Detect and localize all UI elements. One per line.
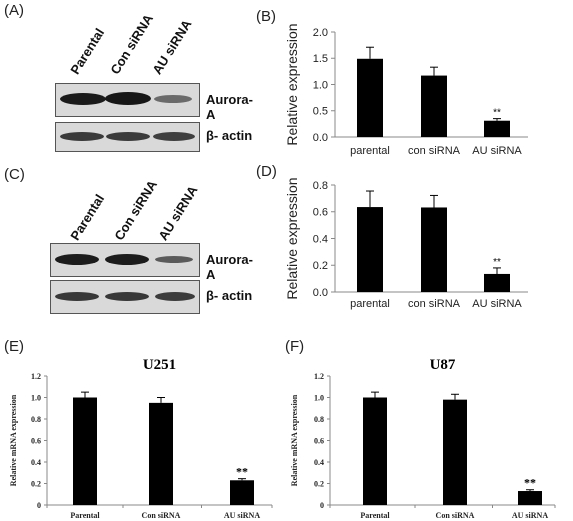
chart-d-ytick-label: 0.4 bbox=[313, 233, 328, 245]
panel-label-a: (A) bbox=[4, 2, 24, 19]
chart-b-significance-label: ** bbox=[493, 108, 501, 119]
chart-d-bar bbox=[421, 207, 447, 292]
chart-e-ytick-label: 1.0 bbox=[31, 393, 41, 402]
panel-label-c: (C) bbox=[4, 166, 25, 183]
blot-c-aurora-band-au bbox=[155, 256, 193, 263]
chart-e-bar bbox=[230, 480, 254, 505]
chart-f-ylabel: Relative mRNA expression bbox=[290, 394, 299, 486]
blot-a-actin-band-con bbox=[106, 132, 150, 141]
chart-f-ytick-label: 0.6 bbox=[314, 436, 324, 445]
blot-a-actin-band-au bbox=[153, 132, 195, 141]
chart-f-ytick-label: 0.4 bbox=[314, 458, 324, 467]
chart-f-ytick-label: 1.2 bbox=[314, 372, 324, 381]
panel-label-f: (F) bbox=[285, 338, 305, 355]
western-blot-a: Parental Con siRNA AU siRNA Aurora-A β- … bbox=[0, 0, 260, 160]
chart-d-category-label: parental bbox=[350, 298, 390, 310]
chart-e-category-label: AU siRNA bbox=[224, 511, 260, 520]
chart-e-bar bbox=[73, 397, 97, 505]
chart-f-significance-label: ** bbox=[524, 476, 536, 490]
chart-f-bar bbox=[518, 491, 542, 505]
chart-b-ylabel: Relative expression bbox=[284, 23, 300, 145]
blot-a-aurora-strip bbox=[55, 83, 200, 117]
chart-f-category-label: Parental bbox=[360, 511, 390, 520]
blot-c-aurora-band-con bbox=[105, 254, 149, 265]
blot-c-actin-strip bbox=[50, 280, 200, 314]
blot-a-actin-band-parental bbox=[60, 132, 104, 141]
chart-f-bar bbox=[363, 397, 387, 505]
blot-c-actin-band-parental bbox=[55, 292, 99, 301]
chart-b-ytick-label: 2.0 bbox=[313, 27, 328, 39]
chart-e-ytick-label: 0.2 bbox=[31, 479, 41, 488]
chart-b-category-label: parental bbox=[350, 145, 390, 157]
chart-f-title: U87 bbox=[430, 357, 456, 373]
chart-b-ytick-label: 0.0 bbox=[313, 132, 328, 144]
chart-e-ytick-label: 0.6 bbox=[31, 436, 41, 445]
chart-e-ytick-label: 0.4 bbox=[31, 458, 41, 467]
chart-f-category-label: AU siRNA bbox=[512, 511, 548, 520]
blot-c-aurora-label: Aurora-A bbox=[206, 252, 253, 282]
chart-f-category-label: Con siRNA bbox=[436, 511, 475, 520]
panel-label-e: (E) bbox=[4, 338, 24, 355]
chart-f-ytick-label: 0 bbox=[320, 501, 324, 510]
chart-e-category-label: Con siRNA bbox=[142, 511, 181, 520]
blot-a-actin-label: β- actin bbox=[206, 128, 253, 143]
chart-f-ytick-label: 1.0 bbox=[314, 393, 324, 402]
panel-label-b: (B) bbox=[256, 8, 276, 25]
chart-e-title: U251 bbox=[143, 357, 176, 373]
chart-b-bar bbox=[357, 58, 383, 137]
blot-a-aurora-band-con bbox=[105, 92, 151, 105]
blot-c-actin-band-au bbox=[155, 292, 195, 301]
chart-b-ytick-label: 1.5 bbox=[313, 53, 328, 65]
chart-d-category-label: con siRNA bbox=[408, 298, 461, 310]
blot-c-actin-band-con bbox=[105, 292, 149, 301]
chart-e-bar bbox=[149, 402, 173, 505]
chart-d-bar bbox=[357, 207, 383, 292]
blot-c-actin-label: β- actin bbox=[206, 288, 253, 303]
chart-d-significance-label: ** bbox=[493, 257, 501, 268]
chart-e-significance-label: ** bbox=[236, 465, 248, 479]
chart-f-bar bbox=[443, 399, 467, 505]
blot-c-aurora-band-parental bbox=[55, 254, 99, 265]
chart-d-ytick-label: 0.0 bbox=[313, 287, 328, 299]
chart-d-bar bbox=[484, 273, 510, 292]
panel-label-d: (D) bbox=[256, 163, 277, 180]
chart-b-ytick-label: 0.5 bbox=[313, 106, 328, 118]
chart-d-ytick-label: 0.8 bbox=[313, 180, 328, 192]
blot-a-aurora-band-au bbox=[154, 95, 192, 103]
blot-a-aurora-band-parental bbox=[60, 93, 106, 105]
chart-d-ytick-label: 0.6 bbox=[313, 207, 328, 219]
blot-a-actin-strip bbox=[55, 122, 200, 152]
chart-d-ylabel: Relative expression bbox=[284, 177, 300, 299]
chart-e-ytick-label: 0.8 bbox=[31, 415, 41, 424]
chart-b-category-label: AU siRNA bbox=[472, 145, 522, 157]
chart-b-bar bbox=[421, 75, 447, 137]
chart-b-ytick-label: 1.0 bbox=[313, 79, 328, 91]
chart-d-ytick-label: 0.2 bbox=[313, 260, 328, 272]
chart-e-ytick-label: 0 bbox=[37, 501, 41, 510]
chart-e-ytick-label: 1.2 bbox=[31, 372, 41, 381]
chart-d-category-label: AU siRNA bbox=[472, 298, 522, 310]
chart-b-bar bbox=[484, 120, 510, 137]
blot-c-aurora-strip bbox=[50, 243, 200, 277]
western-blot-c: Parental Con siRNA AU siRNA Aurora-A β- … bbox=[0, 160, 260, 320]
chart-f-ytick-label: 0.8 bbox=[314, 415, 324, 424]
chart-e-ylabel: Relative mRNA expression bbox=[9, 394, 18, 486]
blot-a-aurora-label: Aurora-A bbox=[206, 92, 253, 122]
chart-e-category-label: Parental bbox=[70, 511, 100, 520]
chart-f-ytick-label: 0.2 bbox=[314, 479, 324, 488]
chart-b-category-label: con siRNA bbox=[408, 145, 461, 157]
